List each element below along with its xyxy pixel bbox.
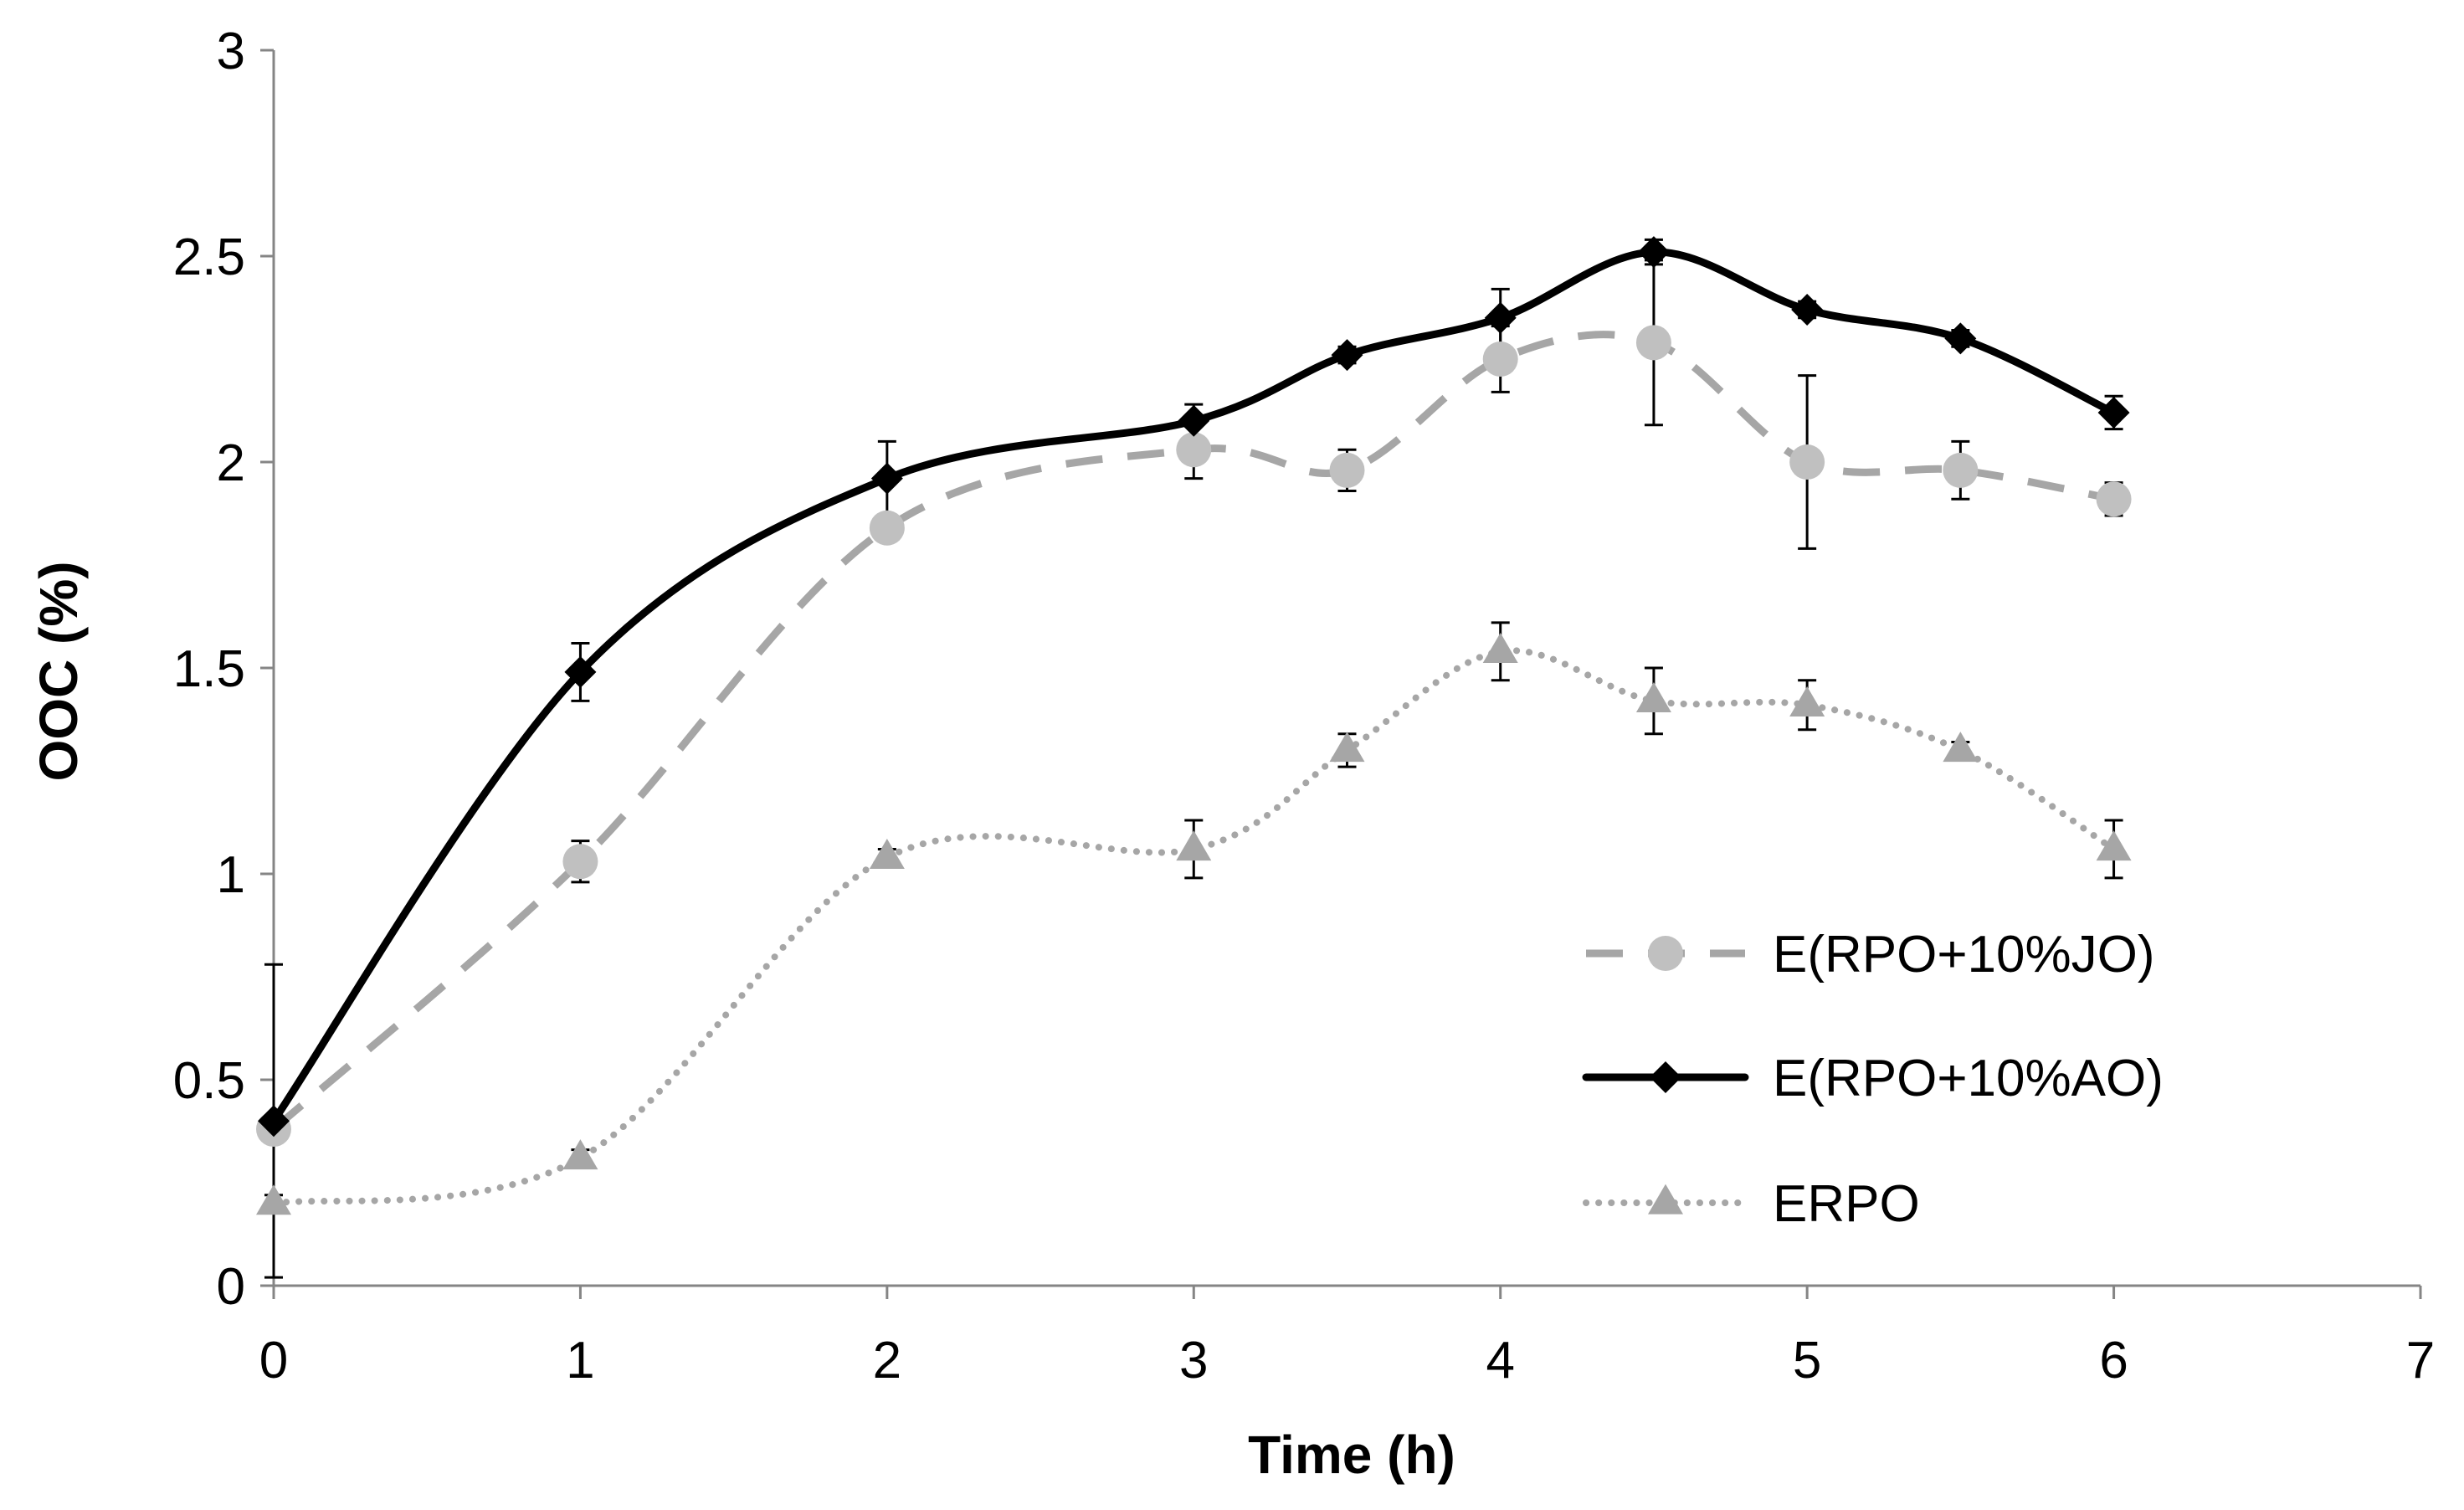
data-point-circle	[1635, 325, 1671, 361]
data-point-diamond	[1178, 404, 1210, 437]
data-point-circle	[1329, 452, 1365, 488]
data-point-triangle	[1329, 732, 1365, 763]
data-point-diamond	[1331, 339, 1363, 372]
error-bars	[264, 238, 2123, 1279]
data-point-triangle	[1176, 830, 1212, 861]
y-tick-label: 1.5	[173, 640, 245, 698]
data-point-diamond	[1637, 236, 1670, 269]
x-tick-label: 5	[1793, 1332, 1821, 1389]
legend-item: ERPO	[1583, 1175, 1920, 1233]
x-tick-label: 2	[873, 1332, 901, 1389]
y-tick-label: 0.5	[173, 1052, 245, 1110]
x-tick-label: 6	[2099, 1332, 2128, 1389]
data-point-triangle	[2096, 830, 2132, 861]
data-point-diamond	[2097, 396, 2130, 429]
data-point-triangle	[1482, 633, 1518, 663]
y-tick-label: 0	[217, 1258, 245, 1316]
legend-item: E(RPO+10%JO)	[1586, 926, 2155, 984]
data-point-diamond	[564, 655, 597, 688]
x-tick-label: 7	[2406, 1332, 2435, 1389]
series-line-2	[270, 248, 2118, 1125]
legend: E(RPO+10%JO) E(RPO+10%AO) ERPO	[1582, 926, 2164, 1233]
data-point-circle	[1789, 444, 1825, 480]
data-point-diamond	[1944, 322, 1977, 355]
legend-swatch-marker	[1648, 1184, 1683, 1215]
y-tick-label: 1	[217, 846, 245, 904]
tick-labels: 0 0.5 1 1.5 2 2.5 3 0 1 2 3 4 5 6 7	[173, 23, 2435, 1389]
legend-label: E(RPO+10%JO)	[1773, 926, 2155, 984]
data-point-circle	[562, 844, 598, 880]
series-markers	[256, 236, 2132, 1215]
y-axis-title: OOC (%)	[28, 561, 89, 781]
legend-label: ERPO	[1773, 1175, 1920, 1233]
data-point-circle	[1943, 452, 1979, 488]
data-point-circle	[2096, 481, 2132, 517]
legend-item: E(RPO+10%AO)	[1582, 1050, 2164, 1107]
legend-swatch-marker	[1650, 1061, 1681, 1093]
y-tick-label: 2	[217, 434, 245, 492]
data-point-diamond	[1484, 301, 1517, 334]
x-tick-label: 4	[1486, 1332, 1514, 1389]
data-point-triangle	[1943, 732, 1979, 763]
data-point-circle	[1176, 432, 1212, 468]
data-point-circle	[1482, 342, 1518, 377]
x-tick-label: 0	[259, 1332, 288, 1389]
x-tick-label: 3	[1179, 1332, 1208, 1389]
x-tick-label: 1	[566, 1332, 594, 1389]
data-point-triangle	[869, 839, 905, 869]
data-point-triangle	[256, 1184, 291, 1215]
legend-label: E(RPO+10%AO)	[1773, 1050, 2164, 1107]
x-axis-title: Time (h)	[1248, 1425, 1455, 1485]
y-tick-label: 3	[217, 23, 245, 80]
data-point-triangle	[562, 1139, 598, 1170]
data-point-triangle	[1635, 682, 1671, 713]
series-line-1	[271, 331, 2115, 1132]
data-point-diamond	[1791, 293, 1824, 326]
legend-swatch-marker	[1648, 936, 1683, 971]
data-point-diamond	[258, 1105, 290, 1138]
y-tick-label: 2.5	[173, 229, 245, 286]
data-point-diamond	[870, 462, 903, 495]
data-point-triangle	[1789, 686, 1825, 716]
data-point-circle	[869, 510, 905, 546]
